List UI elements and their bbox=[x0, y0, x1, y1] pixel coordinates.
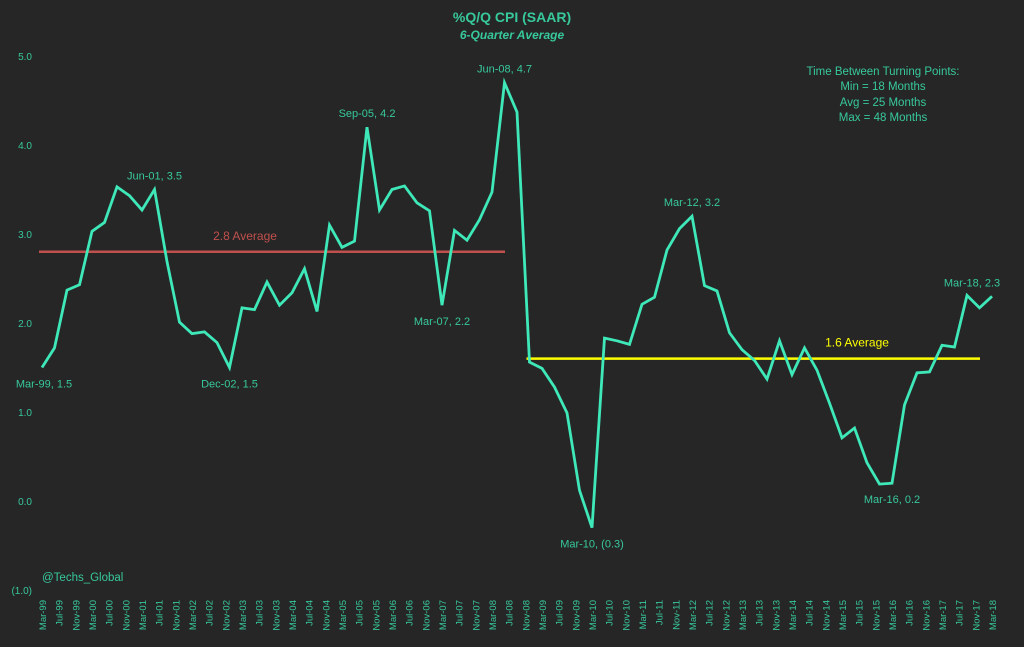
x-tick-label: Mar-00 bbox=[88, 600, 99, 630]
data-annotation: Jun-08, 4.7 bbox=[477, 64, 532, 76]
y-tick-label: 1.0 bbox=[18, 408, 32, 419]
data-annotation: Mar-07, 2.2 bbox=[414, 316, 470, 328]
x-tick-label: Nov-14 bbox=[821, 600, 832, 631]
y-tick-label: 5.0 bbox=[18, 52, 32, 63]
x-tick-label: Mar-07 bbox=[438, 600, 449, 630]
x-tick-label: Mar-99 bbox=[38, 600, 49, 630]
x-tick-label: Jul-12 bbox=[705, 600, 716, 626]
data-annotation: Mar-12, 3.2 bbox=[664, 197, 720, 209]
x-tick-label: Mar-04 bbox=[288, 600, 299, 630]
x-tick-label: Mar-06 bbox=[388, 600, 399, 630]
x-tick-label: Mar-16 bbox=[888, 600, 899, 630]
x-tick-label: Jul-07 bbox=[455, 600, 466, 626]
x-tick-label: Jul-16 bbox=[905, 600, 916, 626]
x-tick-label: Jul-02 bbox=[205, 600, 216, 626]
x-tick-label: Nov-13 bbox=[771, 600, 782, 631]
x-tick-label: Nov-09 bbox=[571, 600, 582, 631]
data-annotation: Mar-10, (0.3) bbox=[560, 539, 624, 551]
y-tick-label: 4.0 bbox=[18, 141, 32, 152]
x-tick-label: Jul-14 bbox=[805, 600, 816, 626]
watermark: @Techs_Global bbox=[42, 572, 123, 584]
turning-points-note: Time Between Turning Points: Min = 18 Mo… bbox=[807, 66, 960, 124]
x-tick-label: Jul-04 bbox=[305, 600, 316, 626]
x-tick-label: Mar-13 bbox=[738, 600, 749, 630]
data-annotation: Mar-99, 1.5 bbox=[16, 379, 72, 391]
x-tick-label: Mar-14 bbox=[788, 600, 799, 630]
x-tick-label: Jul-03 bbox=[255, 600, 266, 626]
average-label: 2.8 Average bbox=[213, 229, 277, 243]
x-tick-label: Jul-08 bbox=[505, 600, 516, 626]
x-tick-label: Nov-11 bbox=[671, 600, 682, 630]
y-tick-label: 0.0 bbox=[18, 497, 32, 508]
x-tick-label: Mar-12 bbox=[688, 600, 699, 630]
x-tick-label: Mar-11 bbox=[638, 600, 649, 629]
chart-subtitle: 6-Quarter Average bbox=[460, 28, 565, 42]
x-tick-label: Nov-07 bbox=[471, 600, 482, 631]
x-tick-label: Jul-15 bbox=[855, 600, 866, 626]
y-tick-label: 2.0 bbox=[18, 319, 32, 330]
x-tick-label: Mar-03 bbox=[238, 600, 249, 630]
x-tick-label: Nov-10 bbox=[621, 600, 632, 631]
note-heading: Time Between Turning Points: bbox=[807, 66, 960, 78]
x-tick-label: Mar-17 bbox=[938, 600, 949, 630]
x-tick-label: Nov-00 bbox=[121, 600, 132, 631]
x-tick-label: Jul-01 bbox=[155, 600, 166, 626]
x-tick-label: Nov-05 bbox=[371, 600, 382, 631]
x-tick-label: Nov-15 bbox=[871, 600, 882, 631]
x-tick-label: Jul-00 bbox=[105, 600, 116, 626]
x-tick-label: Nov-06 bbox=[421, 600, 432, 631]
x-tick-label: Mar-18 bbox=[988, 600, 999, 630]
note-min: Min = 18 Months bbox=[840, 81, 926, 93]
x-tick-label: Nov-17 bbox=[971, 600, 982, 631]
x-tick-label: Mar-01 bbox=[138, 600, 149, 630]
x-tick-label: Mar-08 bbox=[488, 600, 499, 630]
x-tick-label: Nov-03 bbox=[271, 600, 282, 631]
cpi-series-line bbox=[40, 77, 993, 529]
x-tick-label: Nov-01 bbox=[171, 600, 182, 631]
x-tick-label: Nov-02 bbox=[221, 600, 232, 631]
x-tick-label: Nov-16 bbox=[921, 600, 932, 631]
data-annotation: Mar-16, 0.2 bbox=[864, 494, 920, 506]
x-tick-label: Nov-99 bbox=[71, 600, 82, 631]
y-tick-label: 3.0 bbox=[18, 230, 32, 241]
note-max: Max = 48 Months bbox=[839, 112, 928, 124]
data-annotation: Mar-18, 2.3 bbox=[944, 277, 1000, 289]
y-tick-label: (1.0) bbox=[11, 586, 32, 597]
x-tick-label: Nov-04 bbox=[321, 600, 332, 631]
x-tick-label: Jul-06 bbox=[405, 600, 416, 626]
x-tick-label: Jul-09 bbox=[555, 600, 566, 626]
x-tick-label: Jul-11 bbox=[655, 600, 666, 625]
x-tick-label: Jul-17 bbox=[955, 600, 966, 626]
x-tick-label: Jul-10 bbox=[605, 600, 616, 626]
x-tick-label: Mar-10 bbox=[588, 600, 599, 630]
x-tick-label: Nov-08 bbox=[521, 600, 532, 631]
x-tick-label: Mar-09 bbox=[538, 600, 549, 630]
x-tick-label: Jul-05 bbox=[355, 600, 366, 626]
note-avg: Avg = 25 Months bbox=[840, 97, 927, 109]
data-annotation: Dec-02, 1.5 bbox=[201, 379, 258, 391]
x-tick-label: Jul-99 bbox=[55, 600, 66, 626]
data-annotation: Jun-01, 3.5 bbox=[127, 171, 182, 183]
average-label: 1.6 Average bbox=[825, 336, 889, 350]
data-annotation: Sep-05, 4.2 bbox=[339, 108, 396, 120]
x-tick-label: Mar-15 bbox=[838, 600, 849, 630]
x-tick-label: Nov-12 bbox=[721, 600, 732, 631]
x-tick-label: Mar-02 bbox=[188, 600, 199, 630]
x-tick-label: Mar-05 bbox=[338, 600, 349, 630]
chart-title: %Q/Q CPI (SAAR) bbox=[453, 9, 571, 25]
x-tick-label: Jul-13 bbox=[755, 600, 766, 626]
